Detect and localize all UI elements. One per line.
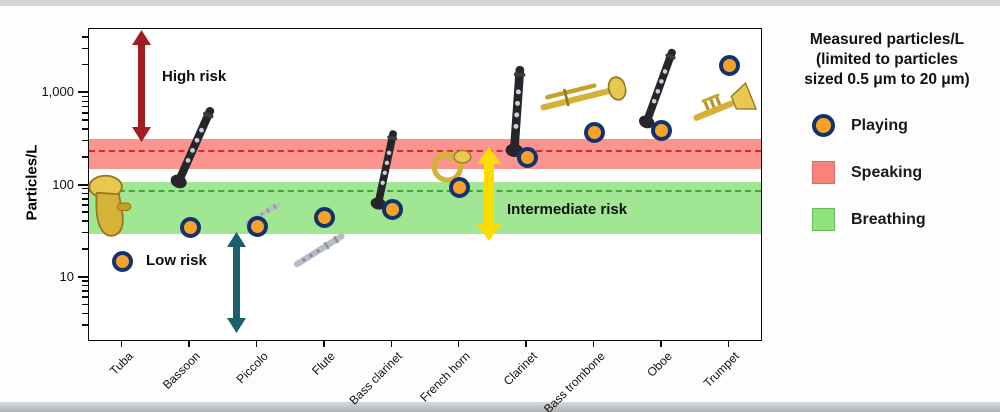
x-tick — [390, 341, 393, 347]
playing-marker-icon — [812, 114, 835, 138]
legend-item-label: Playing — [851, 116, 908, 134]
y-minor-tick — [82, 211, 88, 213]
bass-trombone-icon — [529, 44, 636, 151]
legend-item-breathing: Breathing — [812, 208, 994, 232]
y-minor-tick — [82, 312, 88, 315]
y-minor-tick — [82, 63, 88, 66]
data-point-clarinet — [516, 147, 538, 169]
y-minor-tick — [82, 220, 88, 222]
legend-item-label: Speaking — [851, 163, 923, 181]
data-point-bass-trombone — [584, 121, 605, 143]
bottom-border-strip — [0, 402, 1000, 412]
legend-title: Measured particles/L (limited to particl… — [804, 31, 970, 89]
y-minor-tick — [82, 192, 88, 195]
y-minor-tick — [82, 324, 88, 326]
tuba-icon — [76, 172, 150, 246]
low-risk-label: Low risk — [146, 252, 207, 269]
x-tick — [525, 341, 527, 347]
y-minor-tick — [82, 198, 88, 200]
data-point-oboe — [651, 119, 673, 141]
x-tick — [255, 341, 258, 347]
trumpet-icon — [677, 61, 768, 152]
breathing-marker-icon — [812, 208, 835, 232]
speaking-marker-icon — [812, 161, 835, 185]
data-point-french-horn — [449, 177, 471, 199]
x-tick — [660, 341, 662, 347]
x-tick — [120, 341, 123, 347]
high-risk-label: High risk — [162, 68, 227, 85]
clarinet-icon — [466, 60, 568, 162]
data-point-flute — [314, 206, 336, 228]
y-minor-tick — [82, 187, 88, 190]
legend: Measured particles/L (limited to particl… — [780, 30, 994, 255]
y-tick-label: 100 — [52, 176, 74, 192]
band-centerline-breathing — [89, 189, 761, 192]
legend-item-playing: Playing — [812, 114, 994, 138]
y-minor-tick — [82, 112, 88, 114]
x-tick — [727, 341, 730, 347]
oboe-icon — [602, 32, 715, 145]
data-point-bassoon — [179, 216, 201, 238]
x-tick — [592, 341, 595, 347]
data-point-piccolo — [247, 215, 268, 237]
french-horn-icon — [424, 138, 476, 190]
flute-icon — [270, 203, 366, 299]
band-speaking — [89, 138, 761, 170]
y-tick-label: 10 — [59, 268, 74, 284]
y-minor-tick — [82, 36, 88, 38]
y-major-tick — [78, 183, 88, 186]
y-minor-tick — [82, 248, 88, 250]
y-minor-tick — [82, 47, 88, 50]
y-minor-tick — [82, 204, 88, 206]
y-minor-tick — [82, 100, 88, 103]
y-minor-tick — [82, 284, 88, 287]
y-major-tick — [78, 275, 88, 278]
band-centerline-speaking — [89, 150, 761, 153]
top-border-strip — [0, 0, 1000, 6]
x-tick — [457, 341, 460, 347]
y-minor-tick — [82, 156, 88, 158]
legend-item-speaking: Speaking — [812, 161, 994, 185]
y-minor-tick — [82, 105, 88, 108]
y-minor-tick — [82, 119, 88, 121]
y-minor-tick — [82, 95, 88, 98]
y-minor-tick — [82, 296, 88, 298]
data-point-bass-clarinet — [381, 198, 403, 220]
x-tick — [323, 341, 325, 347]
y-minor-tick — [82, 128, 88, 130]
intermediate-risk-label: Intermediate risk — [507, 201, 628, 218]
y-major-tick — [78, 91, 88, 94]
intermediate-risk-arrow — [477, 147, 501, 246]
y-minor-tick — [82, 303, 88, 306]
low-risk-arrow — [226, 232, 246, 338]
y-tick-label: 1,000 — [41, 84, 74, 100]
data-point-trumpet — [718, 55, 740, 77]
y-minor-tick — [82, 139, 88, 142]
legend-item-label: Breathing — [851, 210, 926, 228]
high-risk-arrow — [131, 30, 151, 147]
bassoon-icon — [133, 87, 254, 208]
y-minor-tick — [82, 290, 88, 292]
plot-area — [88, 28, 762, 341]
data-point-tuba — [112, 250, 134, 272]
y-minor-tick — [82, 280, 88, 282]
x-tick — [188, 341, 190, 347]
y-minor-tick — [82, 231, 88, 234]
legend-items: Playing Speaking Breathing — [780, 114, 994, 232]
